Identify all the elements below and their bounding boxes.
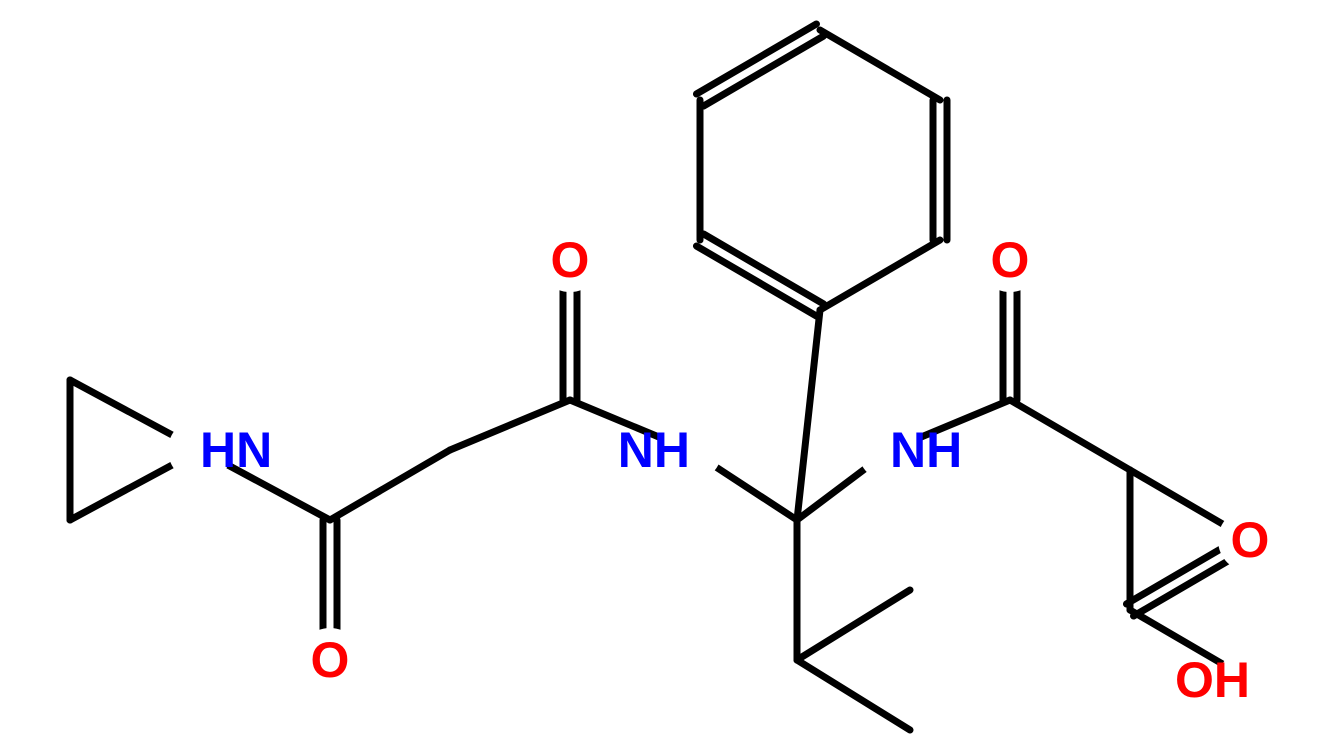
bond — [330, 450, 450, 520]
bond — [820, 240, 940, 310]
bond — [696, 24, 816, 94]
molecule-diagram: HN O O NH NH O O OH — [0, 0, 1339, 753]
atom-label-nh: NH — [890, 422, 962, 478]
bond — [704, 234, 824, 304]
atom-label-o: O — [551, 232, 590, 288]
atom-label-o: O — [311, 632, 350, 688]
atom-label-hn: HN — [200, 422, 272, 478]
atom-label-o: O — [991, 232, 1030, 288]
atom-label-o: O — [1231, 512, 1270, 568]
bond — [797, 660, 910, 730]
bond — [704, 36, 824, 106]
atom-label-oh: OH — [1175, 652, 1250, 708]
bond — [797, 590, 910, 660]
bond — [450, 400, 570, 450]
bond — [797, 310, 820, 520]
labels-layer: HN O O NH NH O O OH — [200, 232, 1269, 708]
bond — [820, 30, 940, 100]
bond — [696, 246, 816, 316]
atom-label-nh: NH — [618, 422, 690, 478]
bonds-layer — [70, 24, 1254, 730]
bond — [1010, 400, 1130, 470]
